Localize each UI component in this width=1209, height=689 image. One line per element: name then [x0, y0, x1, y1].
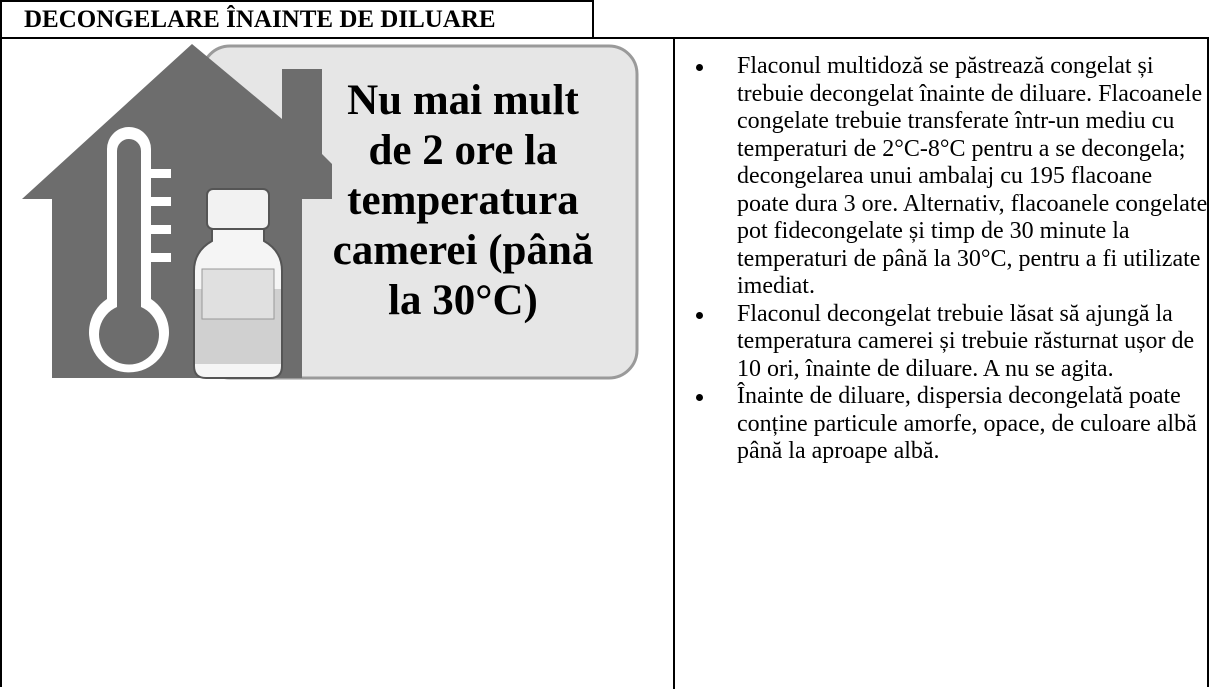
caption-line: la 30°C): [388, 277, 538, 324]
illustration: Nu mai mult de 2 ore la temperatura camerei…: [22, 44, 639, 380]
caption-line: temperatura: [347, 177, 579, 224]
bullet: Flaconul decongelat trebuie lăsat să aju…: [690, 301, 1208, 384]
bullet: Flaconul multidoză se păstrează congelat…: [690, 53, 1208, 301]
column-divider: [673, 39, 675, 689]
bullet-list: Flaconul multidoză se păstrează congelat…: [690, 53, 1208, 466]
content-row: Nu mai mult de 2 ore la temperatura camerei…: [0, 37, 1209, 689]
bullet: Înainte de diluare, dispersia decongelat…: [690, 383, 1208, 466]
caption-line: camerei (până: [333, 227, 594, 274]
header-title: DECONGELARE ÎNAINTE DE DILUARE: [0, 0, 594, 37]
caption-line: Nu mai mult: [347, 77, 579, 124]
caption-line: de 2 ore la: [368, 127, 557, 174]
caption: Nu mai mult de 2 ore la temperatura camerei…: [333, 77, 594, 324]
